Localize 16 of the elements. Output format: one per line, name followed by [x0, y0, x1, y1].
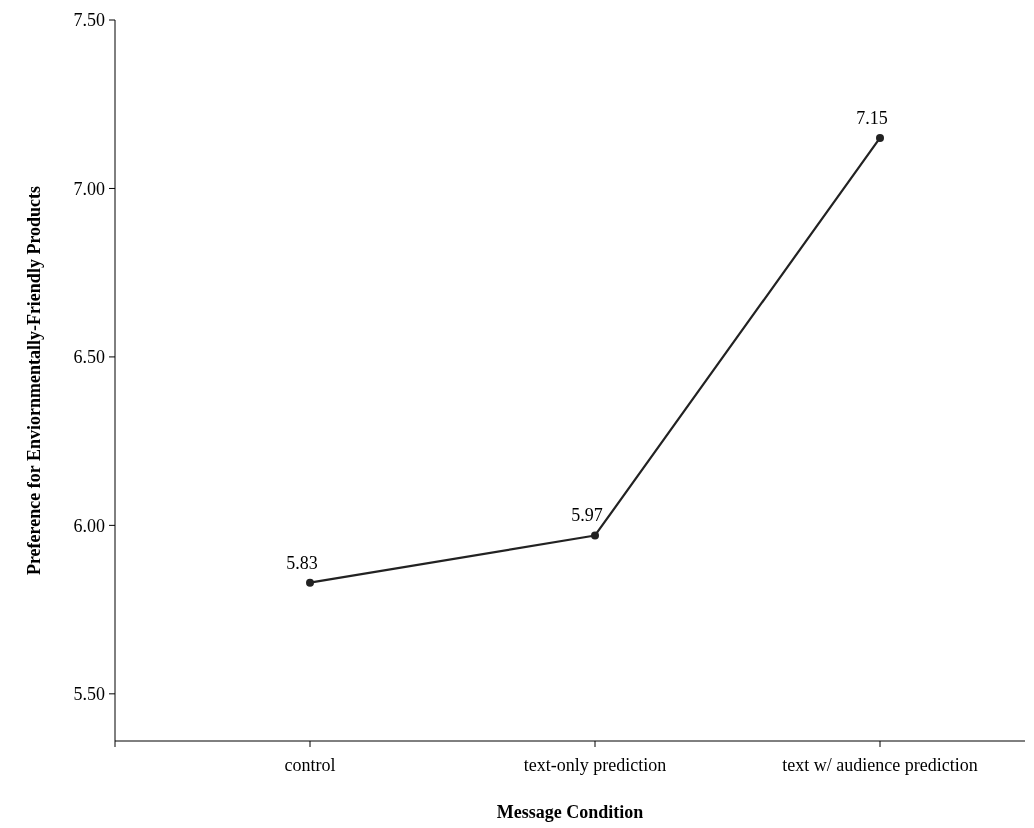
- y-axis-title: Preference for Enviornmentally-Friendly Products: [24, 185, 44, 576]
- y-tick-label: 7.50: [73, 10, 105, 31]
- y-tick-label: 6.00: [73, 515, 105, 536]
- x-tick-label: control: [284, 755, 336, 775]
- data-label: 5.97: [571, 505, 603, 526]
- x-tick-label: text-only prediction: [523, 755, 667, 775]
- point: [591, 531, 599, 540]
- y-tick-label: 5.50: [73, 684, 105, 705]
- point: [306, 578, 314, 587]
- y-tick-label: 6.50: [73, 347, 105, 368]
- point: [876, 133, 884, 142]
- x-tick-label: text w/ audience prediction: [782, 755, 978, 775]
- y-tick-label: 7.00: [73, 178, 105, 199]
- data-label: 5.83: [286, 552, 318, 573]
- x-axis-title: Message Condition: [496, 802, 644, 822]
- data-label: 7.15: [856, 107, 888, 128]
